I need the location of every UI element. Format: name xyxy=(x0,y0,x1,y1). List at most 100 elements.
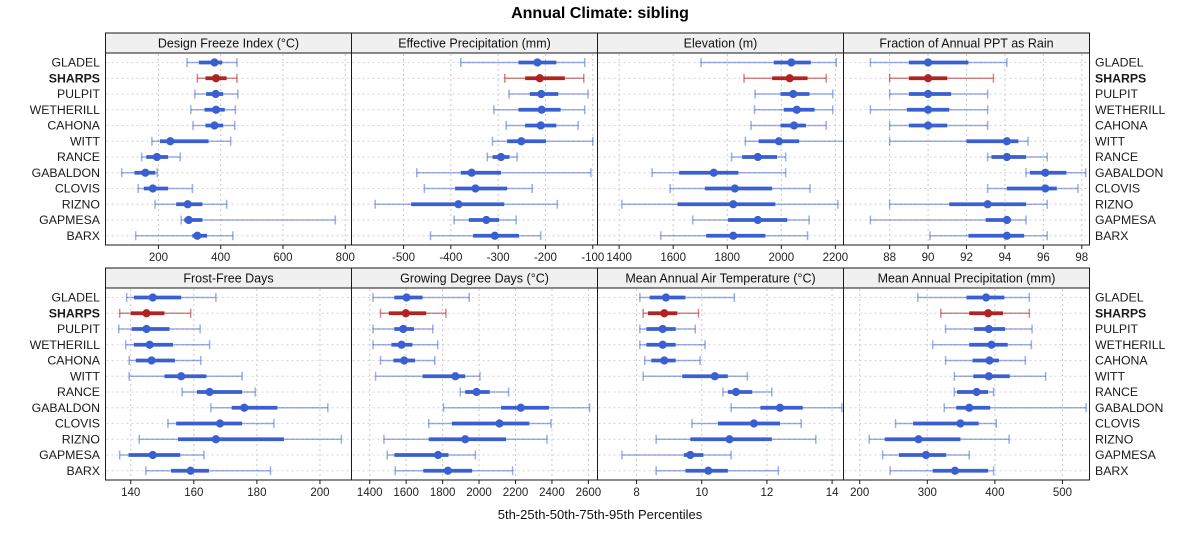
median-dot xyxy=(210,121,219,130)
interval-frost-free-days-gapmesa xyxy=(118,450,205,460)
median-dot xyxy=(211,435,220,444)
median-dot xyxy=(1002,231,1011,240)
interval-elevation-m-clovis xyxy=(669,184,811,193)
x-tick-label: 400 xyxy=(211,252,230,264)
median-dot xyxy=(184,215,193,225)
interval-effective-precipitation-mm-gapmesa xyxy=(453,215,517,225)
interval-growing-degree-days-c-gapmesa xyxy=(386,450,477,460)
interval-mean-annual-air-temperature-c-wetherill xyxy=(639,340,706,350)
interval-growing-degree-days-c-rizno xyxy=(383,434,548,444)
strip-title: Mean Annual Precipitation (mm) xyxy=(878,272,1056,286)
median-dot xyxy=(142,309,151,318)
x-tick-label: 8 xyxy=(633,487,639,499)
site-label-left-cahona: CAHONA xyxy=(47,119,100,133)
interval-mean-annual-precipitation-mm-witt xyxy=(953,371,1047,381)
interval-mean-annual-air-temperature-c-gapmesa xyxy=(621,450,732,460)
median-dot xyxy=(141,168,150,177)
median-dot xyxy=(461,435,470,444)
panel-growing-degree-days-c: 1400 1600 1800 2000 2200 2400 2600 Growing Degr… xyxy=(351,267,602,499)
panel-effective-precipitation-mm: -500 -400 -300 -200 -100 Effective Precipitat… xyxy=(351,32,604,264)
site-label-right-clovis: CLOVIS xyxy=(1095,417,1140,431)
median-dot xyxy=(471,184,480,193)
median-dot xyxy=(516,403,525,412)
interval-elevation-m-rizno xyxy=(621,199,839,209)
median-dot xyxy=(983,200,992,209)
interval-growing-degree-days-c-gabaldon xyxy=(442,403,591,413)
interval-elevation-m-pulpit xyxy=(754,89,834,99)
x-axis-label: 5th-25th-50th-75th-95th Percentiles xyxy=(497,507,703,522)
strip-title: Effective Precipitation (mm) xyxy=(398,37,551,51)
interval-mean-annual-precipitation-mm-sharps xyxy=(940,308,1031,318)
median-dot xyxy=(536,121,545,130)
panel-frost-free-days: 140 160 180 200 Frost-Free Days xyxy=(105,267,352,499)
x-tick-label: 1400 xyxy=(357,487,383,499)
interval-growing-degree-days-c-rance xyxy=(459,387,510,397)
median-dot xyxy=(792,105,801,114)
median-dot xyxy=(147,356,156,365)
median-dot xyxy=(725,435,734,444)
x-tick-label: 2600 xyxy=(576,487,602,499)
median-dot xyxy=(923,89,933,99)
median-dot xyxy=(496,152,506,162)
interval-design-freeze-index-c-cahona xyxy=(192,121,236,130)
median-dot xyxy=(148,184,157,193)
median-dot xyxy=(399,324,408,334)
x-tick-label: 92 xyxy=(960,252,973,264)
interval-effective-precipitation-mm-sharps xyxy=(504,73,585,83)
interval-fraction-of-annual-ppt-as-rain-cahona xyxy=(888,121,989,130)
interval-mean-annual-air-temperature-c-clovis xyxy=(691,419,802,428)
site-label-left-sharps: SHARPS xyxy=(49,71,100,85)
x-tick-label: 96 xyxy=(1037,252,1050,264)
site-label-right-cahona: CAHONA xyxy=(1095,354,1148,368)
site-label-left-pulpit: PULPIT xyxy=(57,87,101,101)
site-label-left-clovis: CLOVIS xyxy=(55,182,100,196)
interval-mean-annual-air-temperature-c-gabaldon xyxy=(730,403,843,413)
strip-header xyxy=(843,32,1090,54)
site-label-right-barx: BARX xyxy=(1095,464,1129,478)
x-tick-label: 1400 xyxy=(606,252,632,264)
interval-elevation-m-gabaldon xyxy=(651,168,787,178)
site-label-left-barx: BARX xyxy=(67,464,101,478)
interval-design-freeze-index-c-witt xyxy=(151,136,232,146)
median-dot xyxy=(661,293,671,302)
site-label-left-sharps: SHARPS xyxy=(49,306,100,320)
median-dot xyxy=(749,419,758,428)
interval-mean-annual-precipitation-mm-gabaldon xyxy=(943,403,1087,413)
site-label-right-gladel: GLADEL xyxy=(1095,291,1144,305)
interval-fraction-of-annual-ppt-as-rain-witt xyxy=(888,136,1029,146)
median-dot xyxy=(1002,152,1011,162)
median-dot xyxy=(753,215,762,225)
median-dot xyxy=(923,74,933,83)
interval-mean-annual-air-temperature-c-pulpit xyxy=(639,324,696,334)
median-dot xyxy=(211,89,220,99)
median-dot xyxy=(972,387,981,397)
site-label-left-wetherill: WETHERILL xyxy=(30,103,101,117)
x-tick-label: 800 xyxy=(336,252,355,264)
interval-design-freeze-index-c-clovis xyxy=(137,184,194,193)
median-dot xyxy=(401,309,410,318)
x-tick-label: 98 xyxy=(1075,252,1088,264)
x-tick-label: 94 xyxy=(999,252,1012,264)
x-tick-label: -300 xyxy=(487,252,510,264)
interval-frost-free-days-gabaldon xyxy=(210,403,329,413)
interval-frost-free-days-wetherill xyxy=(124,340,211,350)
site-label-left-gapmesa: GAPMESA xyxy=(39,448,101,462)
interval-growing-degree-days-c-barx xyxy=(394,466,514,476)
x-tick-label: 2200 xyxy=(823,252,849,264)
x-tick-label: 500 xyxy=(1053,487,1072,499)
median-dot xyxy=(981,293,991,302)
interval-frost-free-days-witt xyxy=(128,371,243,381)
interval-elevation-m-rance xyxy=(730,152,787,162)
median-dot xyxy=(965,403,974,412)
panel-frame xyxy=(105,52,352,246)
x-tick-label: 200 xyxy=(310,487,329,499)
interval-mean-annual-air-temperature-c-rance xyxy=(722,387,773,397)
interval-effective-precipitation-mm-barx xyxy=(429,231,542,241)
interval-effective-precipitation-mm-rance xyxy=(486,152,518,162)
median-dot xyxy=(454,200,463,209)
median-dot xyxy=(400,356,409,365)
interval-design-freeze-index-c-gladel xyxy=(186,58,238,67)
interval-fraction-of-annual-ppt-as-rain-wetherill xyxy=(869,105,989,115)
site-label-right-gapmesa: GAPMESA xyxy=(1095,213,1157,227)
median-dot xyxy=(451,372,460,381)
